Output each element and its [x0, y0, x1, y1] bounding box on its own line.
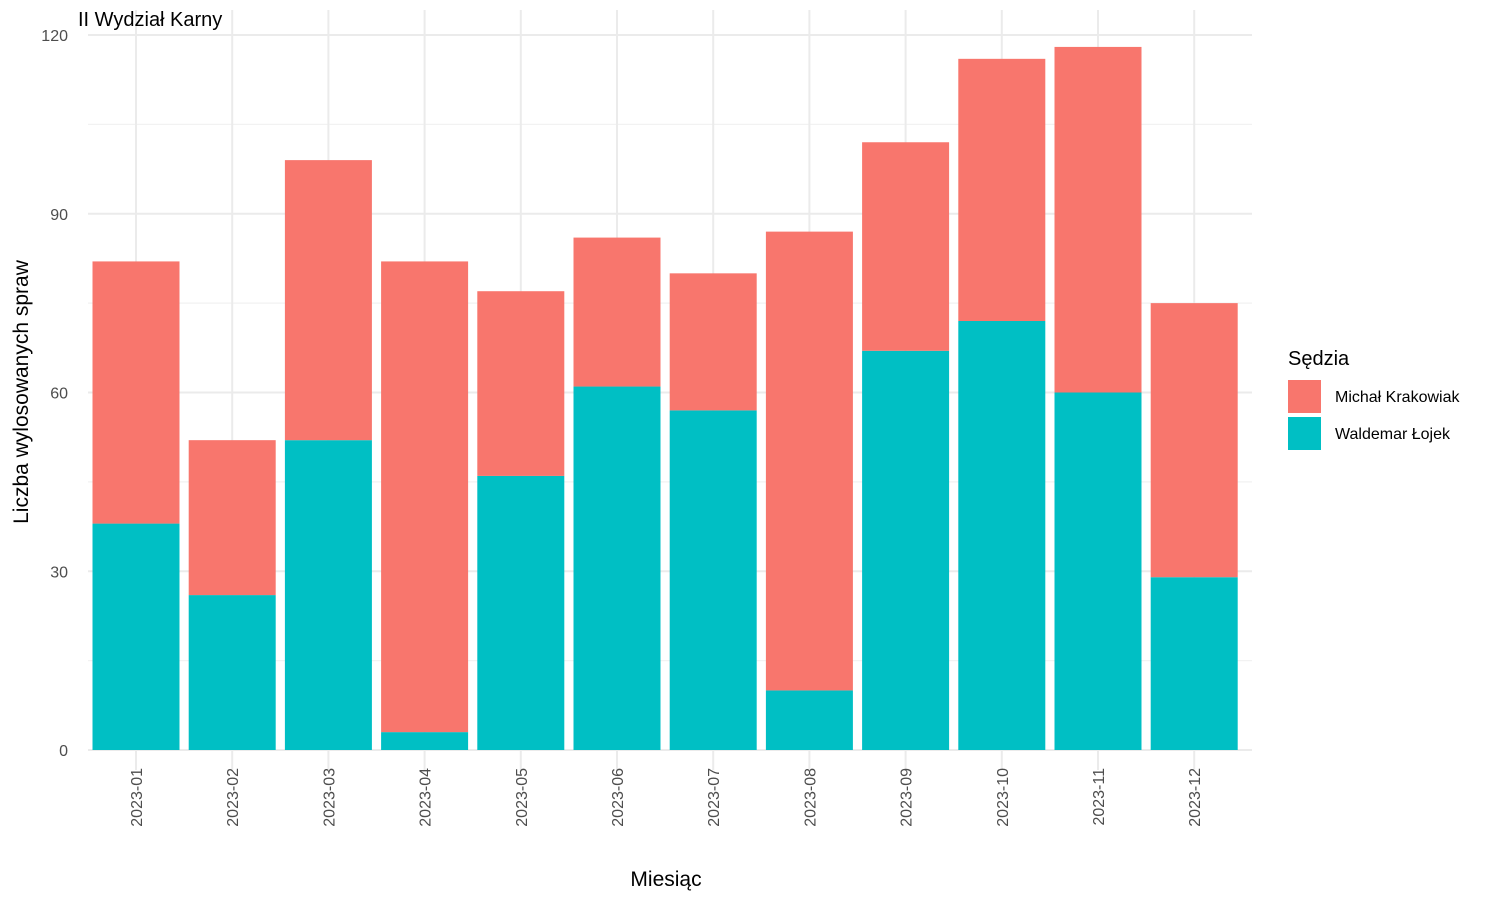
y-tick-labels: 0 30 60 90 120: [41, 28, 68, 760]
x-tick-label: 2023-06: [610, 768, 627, 827]
bar-segment-lojek-2023-06: [573, 386, 661, 750]
legend-swatch: [1288, 417, 1321, 450]
x-tick-labels: 2023-01 2023-02 2023-03 2023-04 2023-05 2023-…: [129, 768, 1204, 827]
legend-label: Waldemar Łojek: [1335, 426, 1451, 443]
bar-segment-lojek-2023-04: [381, 732, 469, 750]
bar-segment-lojek-2023-03: [284, 440, 372, 750]
legend-swatch: [1288, 380, 1321, 413]
bar-segment-lojek-2023-09: [862, 350, 950, 750]
x-tick-label: 2023-04: [418, 768, 435, 827]
x-tick-label: 2023-09: [899, 768, 916, 827]
x-tick-label: 2023-08: [802, 768, 819, 827]
bar-segment-lojek-2023-01: [92, 523, 180, 750]
y-tick-label: 60: [50, 386, 68, 403]
bar-segment-lojek-2023-10: [958, 321, 1046, 750]
x-tick-label: 2023-10: [995, 768, 1012, 827]
x-tick-label: 2023-01: [129, 768, 146, 827]
bar-segment-lojek-2023-08: [765, 690, 853, 750]
bar-segment-krakowiak-2023-08: [765, 231, 853, 691]
legend-title: Sędzia: [1288, 348, 1350, 370]
legend: Sędzia Michał Krakowiak Waldemar Łojek: [1288, 348, 1460, 450]
chart-title: II Wydział Karny: [78, 9, 222, 31]
x-tick-label: 2023-11: [1091, 768, 1108, 826]
y-tick-label: 0: [59, 743, 68, 760]
bar-segment-lojek-2023-11: [1054, 392, 1142, 750]
bars: [92, 46, 1238, 750]
y-axis-label: Liczba wylosowanych spraw: [10, 259, 33, 524]
bar-segment-krakowiak-2023-04: [381, 261, 469, 733]
x-tick-label: 2023-12: [1187, 768, 1204, 827]
bar-segment-krakowiak-2023-06: [573, 237, 661, 387]
bar-segment-krakowiak-2023-09: [862, 142, 950, 351]
bar-segment-krakowiak-2023-02: [188, 440, 276, 596]
bar-segment-lojek-2023-07: [669, 410, 757, 750]
x-axis-label: Miesiąc: [630, 868, 701, 891]
y-tick-label: 30: [50, 564, 68, 581]
bar-segment-krakowiak-2023-11: [1054, 46, 1142, 393]
bar-segment-krakowiak-2023-10: [958, 58, 1046, 321]
y-tick-label: 90: [50, 207, 68, 224]
x-tick-label: 2023-02: [225, 768, 242, 827]
y-tick-label: 120: [41, 28, 68, 45]
bar-segment-krakowiak-2023-07: [669, 273, 757, 411]
x-tick-label: 2023-05: [514, 768, 531, 827]
bar-segment-lojek-2023-12: [1150, 577, 1238, 750]
legend-label: Michał Krakowiak: [1335, 389, 1460, 406]
bar-segment-lojek-2023-05: [477, 475, 565, 750]
bar-segment-lojek-2023-02: [188, 595, 276, 750]
bar-segment-krakowiak-2023-05: [477, 291, 565, 476]
bar-segment-krakowiak-2023-03: [284, 160, 372, 441]
x-tick-label: 2023-03: [321, 768, 338, 827]
x-tick-label: 2023-07: [706, 768, 723, 827]
bar-segment-krakowiak-2023-01: [92, 261, 180, 524]
bar-segment-krakowiak-2023-12: [1150, 303, 1238, 578]
